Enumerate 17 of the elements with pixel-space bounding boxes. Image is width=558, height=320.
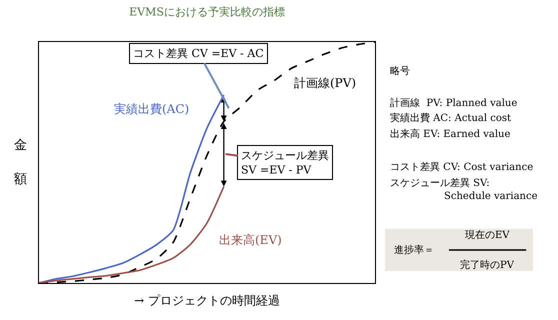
text: 金額 [14,138,27,187]
annotation: スケジュール差異 SV =EV - PV [241,149,329,176]
text: 出来高 EV: Earned value [390,128,510,140]
chart-title: EVMSにおける予実比較の指標 [129,6,285,19]
series-label: 実績出費(AC) [114,102,190,116]
x-axis-title: → プロジェクトの時間経過 [134,293,280,308]
text: スケジュール差異 SV: Schedule variance [390,177,538,202]
annotation: コスト差異 CV =EV - AC [133,47,264,60]
text: 現在のEV [465,229,510,241]
text: 進捗率＝ [394,244,434,256]
text: 略号 [390,66,410,77]
text: 計画線 PV: Planned value [390,97,518,109]
text: コスト差異 CV: Cost variance [390,161,534,173]
text: 完了時のPV [460,259,515,271]
text: 実績出費 AC: Actual cost [390,112,511,124]
series-label: 計画線(PV) [294,76,356,90]
series-label: 出来高(EV) [219,233,282,247]
